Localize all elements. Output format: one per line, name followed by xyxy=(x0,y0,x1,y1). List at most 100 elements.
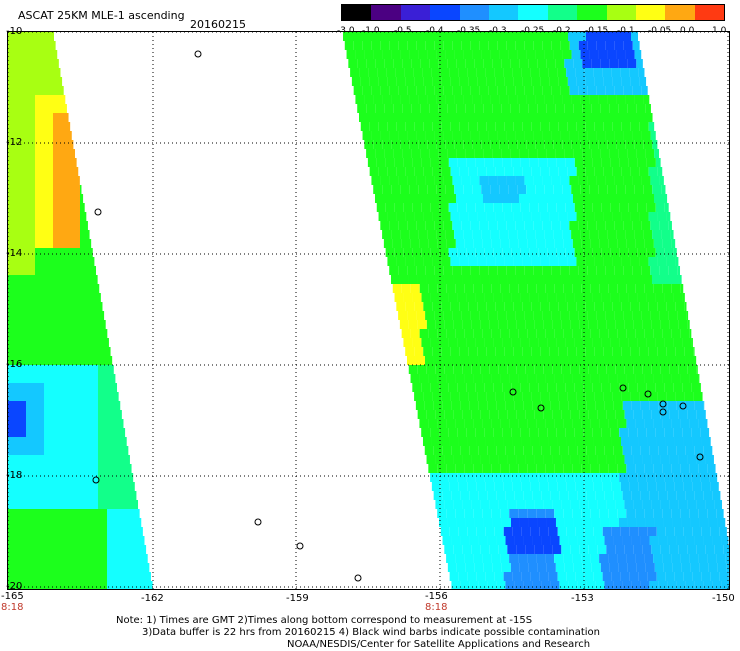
right-swath-cell xyxy=(640,212,649,221)
left-swath-cell xyxy=(71,410,80,419)
right-swath-cell xyxy=(582,284,591,293)
left-swath-cell xyxy=(8,563,17,572)
left-swath-cell xyxy=(44,419,53,428)
right-swath-cell xyxy=(536,554,545,563)
left-swath-cell xyxy=(53,563,62,572)
right-swath-cell xyxy=(713,491,721,500)
right-swath-cell xyxy=(684,347,693,356)
right-swath-cell xyxy=(431,68,440,77)
right-swath-cell xyxy=(635,419,644,428)
right-swath-cell xyxy=(587,311,596,320)
right-swath-cell xyxy=(537,374,546,383)
left-swath-cell xyxy=(17,311,26,320)
right-swath-cell xyxy=(562,365,571,374)
right-swath-cell xyxy=(494,158,503,167)
right-swath-cell xyxy=(512,113,521,122)
right-swath-cell xyxy=(573,239,582,248)
right-swath-cell xyxy=(434,356,443,365)
right-swath-cell xyxy=(409,95,418,104)
left-swath-cell xyxy=(53,293,62,302)
right-swath-cell xyxy=(709,563,718,572)
right-swath-cell xyxy=(565,473,574,482)
right-swath-cell xyxy=(567,482,576,491)
right-swath-cell xyxy=(510,239,519,248)
right-swath-cell xyxy=(542,176,551,185)
right-swath-cell xyxy=(675,482,684,491)
right-swath-cell xyxy=(486,572,495,581)
right-swath-cell xyxy=(511,473,520,482)
right-swath-cell xyxy=(489,500,498,509)
right-swath-cell xyxy=(466,518,475,527)
right-swath-cell xyxy=(609,194,618,203)
right-swath-cell xyxy=(585,482,594,491)
left-swath-cell xyxy=(89,338,98,347)
right-swath-cell xyxy=(398,221,407,230)
left-swath-cell xyxy=(71,284,80,293)
right-swath-cell xyxy=(357,59,366,68)
right-swath-cell xyxy=(414,257,423,266)
left-swath-cell xyxy=(8,167,17,176)
right-swath-cell xyxy=(658,212,667,221)
right-swath-cell xyxy=(575,248,584,257)
right-swath-cell xyxy=(445,140,454,149)
right-swath-cell xyxy=(456,374,465,383)
right-swath-cell xyxy=(578,446,587,455)
right-swath-cell xyxy=(382,95,391,104)
right-swath-cell xyxy=(549,482,558,491)
left-swath-cell xyxy=(17,302,26,311)
left-swath-cell xyxy=(134,518,141,527)
right-swath-cell xyxy=(513,302,522,311)
right-swath-cell xyxy=(573,104,582,113)
right-swath-cell xyxy=(504,347,513,356)
right-swath-cell xyxy=(492,374,501,383)
right-swath-cell xyxy=(418,365,427,374)
right-swath-cell xyxy=(652,365,661,374)
right-swath-cell xyxy=(470,356,479,365)
right-swath-cell xyxy=(638,203,647,212)
right-swath-cell xyxy=(578,176,587,185)
right-swath-cell xyxy=(524,176,533,185)
right-swath-cell xyxy=(441,392,450,401)
left-swath-cell xyxy=(53,68,60,77)
right-swath-cell xyxy=(425,176,434,185)
left-swath-cell xyxy=(62,113,69,122)
right-swath-cell xyxy=(675,572,684,581)
left-swath-cell xyxy=(17,203,26,212)
right-swath-cell xyxy=(566,293,575,302)
right-swath-cell xyxy=(384,149,393,158)
right-swath-cell xyxy=(629,293,638,302)
right-swath-cell xyxy=(461,311,470,320)
right-swath-cell xyxy=(636,239,645,248)
right-swath-cell xyxy=(661,320,670,329)
right-swath-cell xyxy=(608,509,617,518)
left-swath-cell xyxy=(44,554,53,563)
left-swath-cell xyxy=(80,491,89,500)
left-swath-cell xyxy=(89,527,98,536)
right-swath-cell xyxy=(620,203,629,212)
right-swath-cell xyxy=(564,104,573,113)
left-swath-cell xyxy=(116,428,125,437)
right-swath-cell xyxy=(716,554,725,563)
right-swath-cell xyxy=(409,365,418,374)
right-swath-cell xyxy=(488,446,497,455)
right-swath-cell xyxy=(562,275,571,284)
right-swath-cell xyxy=(589,410,598,419)
right-swath-cell xyxy=(507,41,516,50)
right-swath-cell xyxy=(454,95,463,104)
right-swath-cell xyxy=(548,158,557,167)
right-swath-cell xyxy=(483,104,492,113)
right-swath-cell xyxy=(506,491,515,500)
right-swath-cell xyxy=(667,581,676,589)
right-swath-cell xyxy=(691,338,693,347)
right-swath-cell xyxy=(516,500,525,509)
right-swath-cell xyxy=(524,266,533,275)
right-swath-cell xyxy=(639,482,648,491)
left-swath-cell xyxy=(89,437,98,446)
right-swath-cell xyxy=(657,257,666,266)
right-swath-cell xyxy=(551,491,560,500)
right-swath-cell xyxy=(490,275,499,284)
left-swath-cell xyxy=(8,50,17,59)
right-swath-cell xyxy=(484,518,493,527)
left-swath-cell xyxy=(116,518,125,527)
right-swath-cell xyxy=(497,356,506,365)
